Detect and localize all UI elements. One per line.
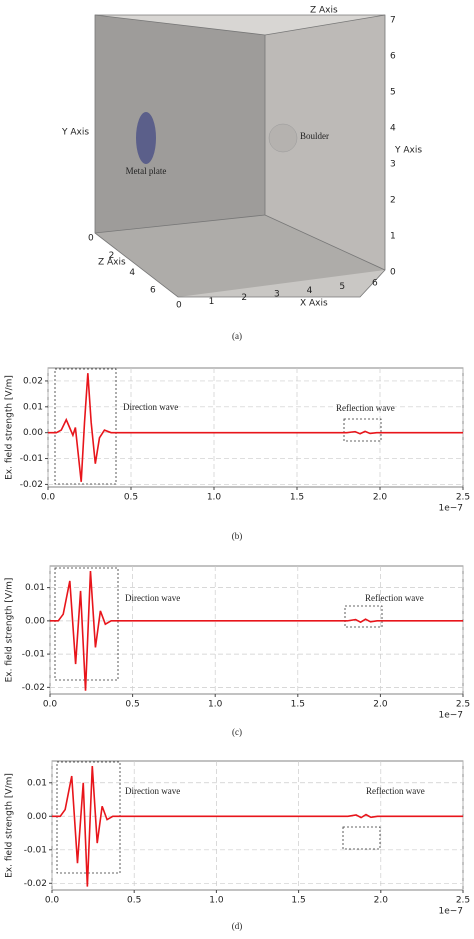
y-tick-label: 0.01 — [27, 778, 47, 788]
scene-tick-label: 6 — [150, 286, 156, 296]
x-tick-label: 0.5 — [125, 700, 139, 710]
x-tick-label: 0.0 — [45, 896, 60, 906]
x-tick-label: 2.5 — [456, 700, 470, 710]
scene-tick-label: 6 — [390, 52, 396, 62]
y-tick-label: 0.01 — [23, 402, 43, 412]
x-tick-label: 0.5 — [127, 896, 141, 906]
y-tick-label: -0.02 — [20, 480, 43, 490]
offset-label: 1e−7 — [438, 907, 463, 917]
annotation: Reflection wave — [365, 593, 424, 603]
scene-tick-label: 3 — [274, 290, 280, 300]
scene-tick-label: 7 — [390, 16, 396, 26]
x-tick-label: 2.0 — [374, 896, 389, 906]
object-label: Metal plate — [126, 166, 167, 176]
x-tick-label: 2.5 — [456, 493, 470, 503]
x-tick-label: 0.5 — [124, 493, 138, 503]
annotation-box — [342, 826, 381, 850]
x-tick-label: 1.0 — [207, 493, 222, 503]
boulder — [268, 123, 298, 153]
caption: (a) — [232, 331, 242, 341]
annotation-box — [343, 418, 382, 442]
axis-label: Y Axis — [394, 146, 422, 156]
x-tick-label: 2.5 — [456, 896, 470, 906]
y-tick-label: 0.02 — [23, 376, 43, 386]
box-top — [95, 15, 385, 35]
plot-area — [49, 565, 464, 695]
scene-tick-label: 5 — [390, 88, 396, 98]
axis-label: Y Axis — [61, 128, 89, 138]
scene-tick-label: 4 — [129, 268, 135, 278]
offset-label: 1e−7 — [438, 504, 463, 514]
y-tick-label: 0.00 — [25, 616, 45, 626]
x-tick-label: 1.0 — [208, 700, 223, 710]
annotation-box — [54, 567, 119, 681]
plot-area — [47, 367, 464, 488]
scene-tick-label: 2 — [109, 251, 115, 261]
plot-area — [51, 760, 464, 891]
scene-tick-label: 2 — [241, 293, 247, 303]
y-axis-label: Ex. field strength [V/m] — [5, 578, 15, 683]
y-tick-label: -0.01 — [22, 650, 45, 660]
object-label: Boulder — [300, 131, 329, 141]
x-tick-label: 0.0 — [41, 493, 56, 503]
scene-tick-label: 5 — [339, 282, 345, 292]
y-tick-label: -0.02 — [24, 879, 47, 889]
annotation-box — [344, 605, 383, 628]
scene-tick-label: 0 — [390, 268, 396, 278]
x-tick-label: 2.0 — [373, 493, 388, 503]
metal-plate — [136, 112, 156, 164]
scene-3d: Metal plate Boulder X Axis Y Axis Y Axis… — [61, 6, 422, 342]
data-line — [48, 373, 463, 482]
x-tick-label: 2.0 — [373, 700, 388, 710]
scene-tick-label: 1 — [209, 297, 215, 307]
axis-label: X Axis — [300, 299, 328, 309]
annotation: Reflection wave — [366, 786, 425, 796]
y-tick-label: -0.01 — [24, 845, 47, 855]
y-tick-label: 0.00 — [23, 428, 43, 438]
box-floor — [95, 215, 385, 297]
x-tick-label: 1.5 — [290, 493, 304, 503]
scene-tick-label: 2 — [390, 196, 396, 206]
axis-label: Z Axis — [310, 6, 338, 16]
axis-label: Z Axis — [98, 258, 126, 268]
x-tick-label: 1.0 — [209, 896, 224, 906]
box-back-wall — [265, 15, 385, 270]
scene-tick-label: 4 — [307, 286, 313, 296]
y-tick-label: -0.02 — [22, 683, 45, 693]
scene-tick-label: 0 — [88, 234, 94, 244]
x-tick-label: 1.5 — [291, 896, 305, 906]
annotation: Direction wave — [125, 593, 180, 603]
scene-tick-label: 3 — [390, 160, 396, 170]
y-tick-label: 0.01 — [25, 583, 45, 593]
caption: (c) — [232, 727, 242, 737]
annotation: Direction wave — [125, 786, 180, 796]
caption: (b) — [232, 531, 243, 541]
caption: (d) — [232, 921, 243, 931]
annotation: Direction wave — [123, 402, 178, 412]
data-line — [52, 765, 463, 887]
offset-label: 1e−7 — [438, 711, 463, 721]
data-line — [50, 570, 463, 691]
scene-tick-label: 1 — [390, 232, 396, 242]
scene-tick-label: 4 — [390, 124, 396, 134]
scene-tick-label: 0 — [176, 301, 182, 311]
x-tick-label: 1.5 — [291, 700, 305, 710]
box-edges — [94, 14, 386, 298]
scene-tick-label: 6 — [372, 279, 378, 289]
x-tick-label: 0.0 — [43, 700, 58, 710]
annotation: Reflection wave — [336, 403, 395, 413]
box-left-wall — [95, 15, 265, 233]
y-tick-label: 0.00 — [27, 812, 47, 822]
y-axis-label: Ex. field strength [V/m] — [5, 375, 15, 480]
y-tick-label: -0.01 — [20, 454, 43, 464]
y-axis-label: Ex. field strength [V/m] — [5, 773, 15, 878]
